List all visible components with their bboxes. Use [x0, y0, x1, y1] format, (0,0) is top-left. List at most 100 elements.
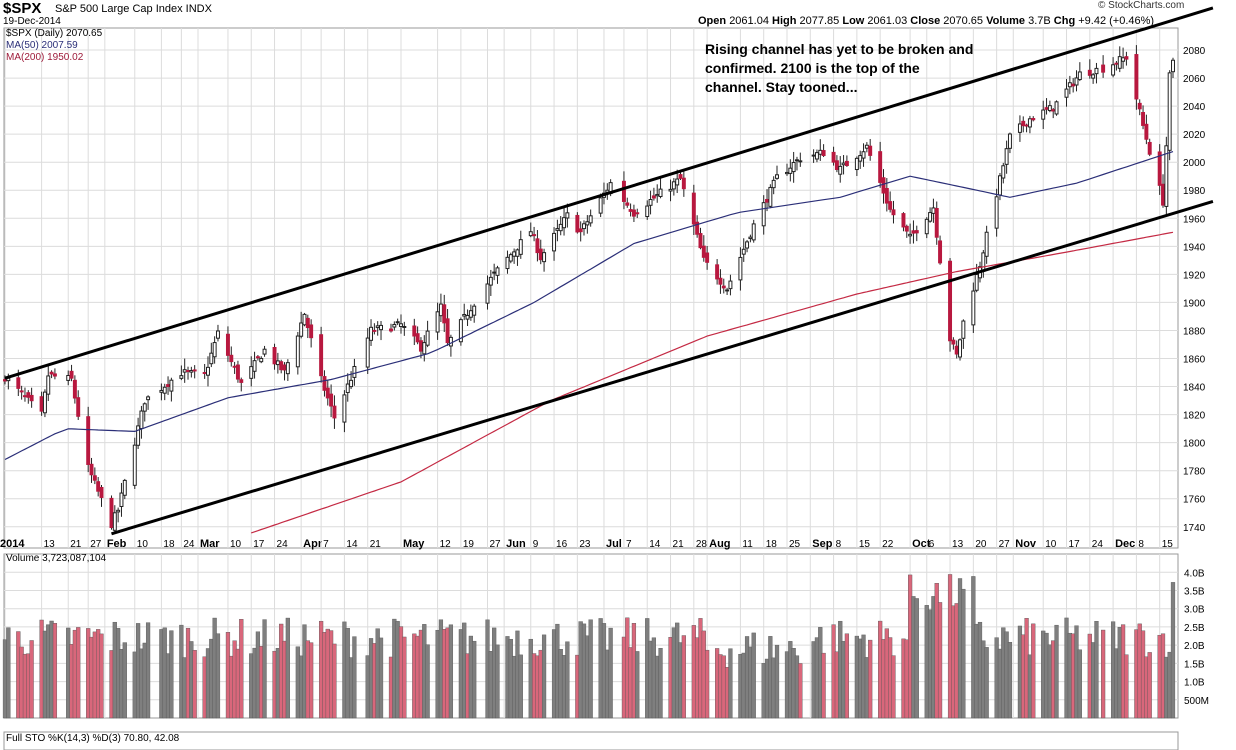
- candle-body: [761, 202, 766, 227]
- candle-body: [582, 223, 586, 230]
- candle-body: [668, 188, 673, 192]
- candle-body: [26, 392, 31, 398]
- candle-body: [182, 369, 187, 373]
- candle-body: [179, 375, 184, 379]
- candle-body: [794, 159, 799, 162]
- price-tick-label: 1820: [1183, 411, 1206, 422]
- date-tick-label: 21: [673, 539, 685, 550]
- date-tick-label: Feb: [107, 538, 127, 550]
- volume-bar: [285, 617, 290, 719]
- volume-bar: [1147, 652, 1152, 719]
- candle-body: [186, 370, 190, 373]
- candle-body: [831, 151, 836, 163]
- date-tick-label: 24: [277, 539, 289, 550]
- date-tick-label: 22: [882, 539, 894, 550]
- date-tick-label: 20: [975, 539, 987, 550]
- candle-body: [651, 195, 656, 199]
- volume-bar: [608, 627, 613, 719]
- annotation-text: Rising channel has yet to be broken and …: [705, 41, 974, 95]
- candle-body: [575, 214, 580, 233]
- candle-body: [738, 256, 743, 281]
- candle-body: [844, 160, 849, 166]
- date-tick-label: 24: [183, 539, 195, 550]
- candle-body: [29, 394, 34, 402]
- candle-body: [811, 154, 816, 157]
- candle-body: [1114, 62, 1119, 65]
- candle-body: [275, 360, 280, 366]
- candle-body: [838, 165, 843, 175]
- candle-body: [69, 370, 74, 379]
- volume-bar: [751, 632, 756, 719]
- high-value: 2077.85: [799, 15, 840, 27]
- volume-tick-label: 1.0B: [1184, 678, 1205, 689]
- candle-body: [215, 330, 220, 339]
- candle-body: [788, 167, 793, 174]
- candle-body: [765, 198, 770, 203]
- candle-body: [1087, 69, 1092, 76]
- candle-body: [96, 481, 101, 492]
- candle-body: [798, 160, 803, 163]
- candle-body: [402, 325, 407, 328]
- candle-body: [112, 512, 117, 531]
- candle-body: [465, 314, 470, 320]
- volume-bar: [425, 644, 430, 719]
- candle-body: [282, 364, 287, 371]
- legend-price: $SPX (Daily) 2070.65: [6, 28, 103, 39]
- candle-body: [19, 390, 24, 393]
- date-tick-label: 7: [626, 539, 632, 550]
- volume-bar: [29, 640, 34, 719]
- candle-body: [645, 205, 650, 218]
- candle-body: [834, 160, 839, 170]
- volume-bar: [774, 644, 780, 719]
- price-tick-label: 2060: [1183, 74, 1206, 85]
- candle-body: [1001, 165, 1006, 179]
- candle-body: [1027, 118, 1032, 128]
- candle-body: [52, 373, 57, 377]
- date-tick-label: 6: [929, 539, 935, 550]
- volume-bar: [635, 651, 640, 719]
- stockcharts-logo[interactable]: © StockCharts.com: [1098, 0, 1185, 11]
- volume-bar: [868, 639, 873, 719]
- candle-body: [628, 209, 633, 212]
- chg-label: Chg: [1053, 15, 1076, 27]
- volume-bar: [76, 627, 81, 719]
- volume-tick-label: 2.0B: [1184, 641, 1205, 652]
- volume-bar: [1007, 641, 1013, 719]
- date-tick-label: 25: [789, 539, 801, 550]
- date-tick-label: 10: [137, 539, 149, 550]
- date-tick-label: 24: [1092, 539, 1104, 550]
- candle-body: [934, 207, 939, 238]
- candle-body: [928, 212, 933, 222]
- volume-tick-label: 4.0B: [1184, 568, 1205, 579]
- date-tick-label: 10: [1045, 539, 1057, 550]
- date-tick-label: 18: [766, 539, 778, 550]
- candle-body: [1101, 64, 1106, 73]
- candle-body: [229, 354, 234, 363]
- candle-body: [1137, 102, 1142, 110]
- candle-body: [924, 218, 929, 235]
- candle-body: [202, 372, 207, 375]
- candle-body: [974, 274, 979, 291]
- candle-body: [435, 311, 440, 333]
- volume-bar: [705, 649, 710, 719]
- candle-body: [162, 386, 167, 394]
- candle-body: [495, 267, 500, 276]
- candle-body: [3, 379, 7, 382]
- candle-body: [691, 192, 696, 225]
- price-tick-label: 1780: [1183, 467, 1206, 478]
- candle-body: [1054, 101, 1059, 115]
- candle-body: [884, 188, 889, 204]
- candle-body: [1017, 123, 1022, 133]
- volume-bar: [122, 642, 127, 719]
- candle-body: [771, 179, 776, 189]
- volume-tick-label: 1.5B: [1184, 659, 1205, 670]
- candle-body: [445, 318, 450, 344]
- candle-body: [342, 394, 347, 423]
- volume-bar: [891, 655, 896, 719]
- low-value: 2061.03: [867, 15, 908, 27]
- candle-body: [854, 157, 859, 171]
- date-tick-label: 11: [742, 539, 753, 550]
- candle-body: [748, 236, 753, 240]
- candle-body: [379, 324, 384, 331]
